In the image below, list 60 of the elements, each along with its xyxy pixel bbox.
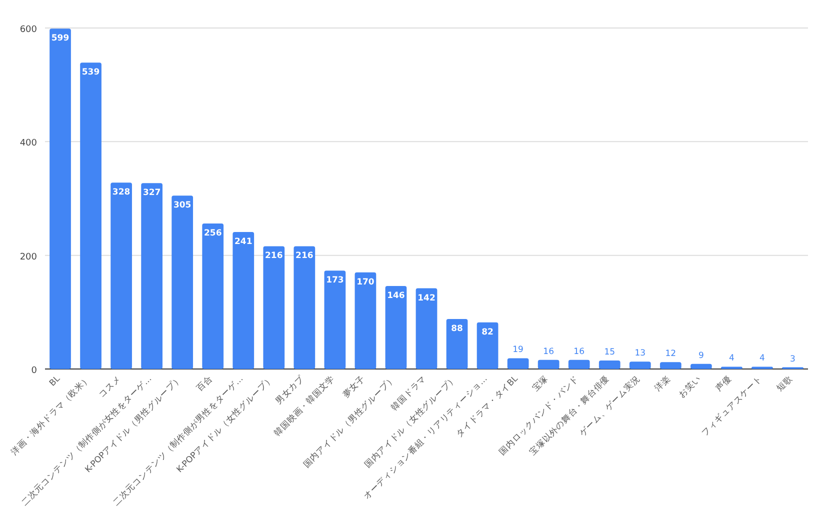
bar <box>416 288 438 369</box>
bar <box>80 62 102 369</box>
y-tick-label: 600 <box>20 25 38 35</box>
bar <box>629 362 651 369</box>
bar <box>202 224 224 369</box>
data-label: 539 <box>82 68 100 78</box>
data-label: 216 <box>265 251 283 262</box>
data-label: 9 <box>698 350 704 361</box>
bar <box>507 358 529 369</box>
bar <box>172 196 194 369</box>
bar <box>568 360 590 369</box>
x-tick-label: 百合 <box>194 373 215 394</box>
data-label: 4 <box>728 354 734 364</box>
bar <box>324 270 346 369</box>
x-tick-label: コスメ <box>97 374 124 400</box>
data-label: 173 <box>326 276 344 286</box>
y-tick-label: 0 <box>31 366 38 376</box>
x-tick-label: お笑い <box>676 373 704 400</box>
data-label: 3 <box>790 354 796 364</box>
data-label: 327 <box>142 188 161 198</box>
data-label: 146 <box>387 291 405 302</box>
x-tick-label: 声優 <box>713 373 734 394</box>
data-label: 4 <box>760 354 765 364</box>
bar <box>50 28 71 369</box>
bar <box>446 318 468 369</box>
data-label: 256 <box>204 228 222 239</box>
data-label: 15 <box>604 347 616 358</box>
data-label: 170 <box>356 277 374 288</box>
y-tick-label: 400 <box>20 138 38 149</box>
data-label: 328 <box>112 188 130 198</box>
x-tick-label: 宝塚 <box>530 373 551 394</box>
x-tick-label: 短歌 <box>774 373 795 394</box>
bar <box>141 183 162 369</box>
bar <box>294 246 316 369</box>
bar <box>660 362 682 369</box>
data-label: 82 <box>482 327 494 338</box>
data-label: 142 <box>418 293 436 304</box>
data-label: 241 <box>234 237 252 248</box>
data-label: 216 <box>296 251 314 262</box>
data-label: 88 <box>451 324 464 334</box>
bar <box>232 232 254 369</box>
bar <box>354 272 376 369</box>
bar <box>690 364 712 369</box>
bar <box>538 360 560 369</box>
bar <box>385 286 407 369</box>
x-tick-label: 夢女子 <box>340 373 368 400</box>
bar <box>263 246 285 369</box>
data-label: 16 <box>543 346 554 357</box>
bar <box>110 182 132 369</box>
data-label: 19 <box>512 345 524 356</box>
data-label: 12 <box>665 349 676 360</box>
y-tick-label: 200 <box>20 252 38 262</box>
data-label: 16 <box>574 346 585 357</box>
data-label: 305 <box>173 200 192 211</box>
x-tick-label: 洋楽 <box>652 373 673 394</box>
data-label: 13 <box>634 348 646 359</box>
x-tick-label: BL <box>48 374 63 389</box>
data-label: 599 <box>51 34 70 44</box>
bar <box>598 360 620 369</box>
bar <box>476 322 498 369</box>
